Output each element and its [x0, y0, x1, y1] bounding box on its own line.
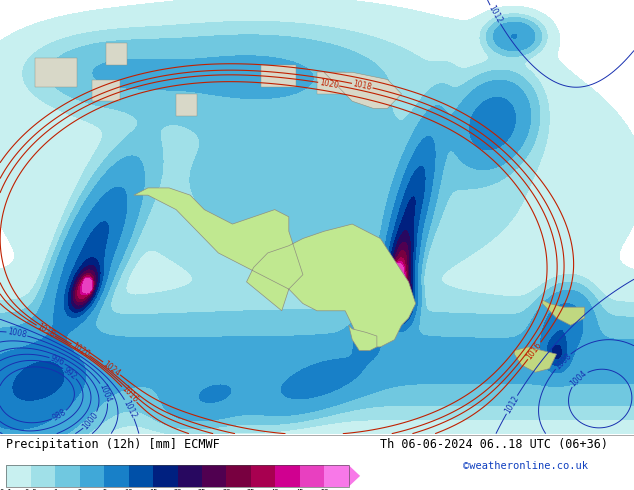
Bar: [275, 465, 300, 487]
Text: 25: 25: [198, 489, 206, 490]
Text: 1004: 1004: [98, 382, 113, 404]
Polygon shape: [514, 347, 557, 372]
Text: 1024: 1024: [101, 359, 122, 378]
Text: 30: 30: [222, 489, 231, 490]
Text: 35: 35: [247, 489, 255, 490]
Bar: [36, 58, 77, 87]
Bar: [176, 94, 197, 116]
Bar: [129, 465, 153, 487]
Bar: [178, 465, 202, 487]
Text: 45: 45: [295, 489, 304, 490]
Bar: [300, 465, 324, 487]
Bar: [251, 465, 275, 487]
Bar: [104, 465, 129, 487]
Text: 1000: 1000: [81, 410, 100, 431]
Text: 1020: 1020: [318, 78, 339, 90]
Text: 1012: 1012: [503, 394, 521, 415]
Bar: [91, 79, 120, 101]
Text: 996: 996: [49, 354, 66, 368]
Text: 1018: 1018: [35, 322, 56, 340]
Bar: [153, 465, 178, 487]
Text: 992: 992: [61, 365, 79, 381]
Text: 15: 15: [149, 489, 157, 490]
Text: 1016: 1016: [119, 385, 139, 405]
Text: 0.5: 0.5: [25, 489, 37, 490]
Text: 1008: 1008: [7, 327, 27, 340]
Text: 40: 40: [271, 489, 280, 490]
Text: 1004: 1004: [569, 368, 589, 389]
Bar: [6, 465, 349, 487]
Bar: [324, 465, 349, 487]
Text: 1008: 1008: [553, 351, 573, 371]
Text: 10: 10: [124, 489, 133, 490]
Bar: [202, 465, 226, 487]
Text: 1012: 1012: [121, 398, 138, 419]
Text: 0.1: 0.1: [0, 489, 13, 490]
Text: 1: 1: [53, 489, 57, 490]
Polygon shape: [134, 188, 416, 347]
Bar: [317, 73, 345, 94]
Polygon shape: [324, 73, 401, 108]
Polygon shape: [543, 300, 585, 325]
Bar: [226, 465, 251, 487]
Text: 1012: 1012: [486, 4, 503, 25]
Bar: [6, 465, 31, 487]
Text: Precipitation (12h) [mm] ECMWF: Precipitation (12h) [mm] ECMWF: [6, 438, 220, 451]
Text: 20: 20: [173, 489, 182, 490]
Bar: [106, 44, 127, 65]
Text: 1016: 1016: [525, 341, 544, 361]
Text: 2: 2: [77, 489, 82, 490]
Polygon shape: [349, 325, 377, 350]
Bar: [31, 465, 55, 487]
Text: 1018: 1018: [352, 79, 373, 92]
Text: 5: 5: [102, 489, 107, 490]
Text: Th 06-06-2024 06..18 UTC (06+36): Th 06-06-2024 06..18 UTC (06+36): [380, 438, 609, 451]
Bar: [55, 465, 80, 487]
Text: ©weatheronline.co.uk: ©weatheronline.co.uk: [463, 461, 588, 471]
Text: 988: 988: [51, 408, 68, 423]
Bar: [80, 465, 104, 487]
Polygon shape: [349, 465, 360, 487]
Bar: [261, 65, 296, 87]
Text: 50: 50: [320, 489, 328, 490]
Text: 1020: 1020: [70, 341, 91, 359]
